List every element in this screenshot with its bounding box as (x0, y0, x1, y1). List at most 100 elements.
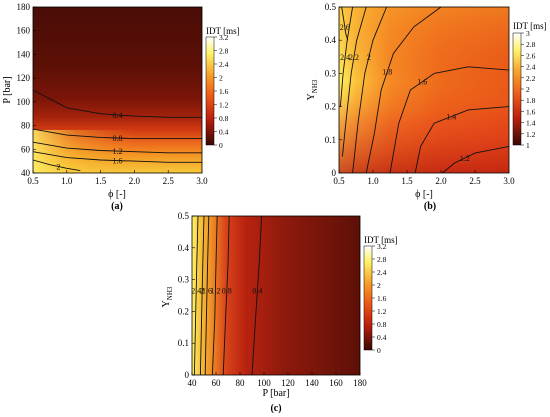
panel-label-c: (c) (270, 403, 281, 414)
panel-label-a: (a) (111, 201, 123, 212)
cbar-tick-label-a-0: 3.2 (219, 33, 229, 42)
contour-line-a-3 (32, 151, 202, 163)
xtick-label-c-6: 160 (329, 378, 343, 388)
xtick-label-c-5: 140 (305, 378, 319, 388)
cbar-tick-label-c-4: 1.6 (377, 294, 387, 303)
xtick-label-b-0: 0.5 (333, 176, 345, 186)
contour-line-b-2 (341, 6, 367, 157)
colorbar-title-b: IDT [ms] (513, 21, 547, 31)
contour-label-a-0: 0.4 (113, 111, 123, 120)
xtick-label-c-7: 180 (353, 378, 367, 388)
cbar-tick-label-c-8: 0 (377, 346, 381, 355)
ytick-label-c-2: 0.2 (178, 306, 189, 316)
ylabel-b-main: Y (306, 93, 317, 100)
contour-label-a-4: 2 (56, 162, 60, 171)
xlabel-b: ϕ [-] (415, 189, 433, 200)
cbar-tick-label-b-0: 3 (526, 29, 530, 38)
contour-line-a-4 (32, 159, 81, 172)
plot-area-c (192, 216, 360, 375)
cbar-tick-label-b-9: 1.2 (526, 130, 536, 139)
ytick-label-a-4: 120 (17, 73, 31, 83)
contour-label-c-1: 2 (200, 287, 204, 296)
cbar-tick-label-b-7: 1.6 (526, 107, 536, 116)
contour-line-b-7 (442, 145, 510, 174)
contour-label-b-3: 2 (367, 53, 371, 62)
ytick-label-b-4: 0.4 (325, 35, 337, 45)
ytick-label-c-0: 0 (185, 370, 190, 380)
xticks-a: 0.5 1.0 1.5 2.0 2.5 3.0 (27, 170, 208, 186)
panel-b: 2.62.42.2 21.81.61.41.2 0.5 1.0 1.5 2.0 2.5 3.… (306, 2, 547, 212)
contour-line-b-6 (414, 106, 510, 174)
xtick-label-b-4: 2.5 (469, 176, 481, 186)
ytick-label-b-5: 0.5 (325, 2, 337, 12)
xtick-label-b-3: 2.0 (435, 176, 447, 186)
colorbar-ticks-b: 3 2.8 2.6 2.4 2.2 2 1.8 1.6 1.4 1.2 1 (521, 29, 536, 150)
contour-line-b-0 (341, 6, 349, 41)
contours-a: 0.4 0.8 1.21.6 2 (32, 89, 202, 172)
contour-line-a-0 (32, 89, 202, 118)
contour-line-b-1 (339, 6, 354, 107)
xlabel-a: ϕ [-] (108, 189, 126, 200)
ylabel-a: P [bar] (2, 76, 13, 103)
xtick-label-c-2: 80 (236, 378, 246, 388)
xtick-label-a-2: 1.5 (95, 176, 107, 186)
contour-label-b-7: 1.2 (460, 154, 470, 163)
plot-frame-c (191, 215, 361, 376)
contour-label-c-2: 1.6 (202, 287, 212, 296)
contour-line-c-5 (251, 215, 263, 376)
contour-label-b-1: 2.4 (340, 53, 350, 62)
colorbar-title-a: IDT [ms] (206, 26, 240, 36)
cbar-tick-label-b-2: 2.6 (526, 51, 536, 60)
cbar-tick-label-b-3: 2.4 (526, 63, 536, 72)
contour-label-a-2: 1.2 (113, 147, 123, 156)
ytick-label-a-2: 80 (21, 121, 31, 131)
contour-label-c-0: 2.4 (191, 287, 201, 296)
cbar-tick-label-b-10: 1 (526, 141, 530, 150)
svg-text:YNH3: YNH3 (161, 286, 174, 307)
contour-line-c-0 (193, 215, 199, 376)
contour-label-b-5: 1.6 (417, 78, 427, 87)
svg-text:YNH3: YNH3 (306, 79, 319, 100)
contour-line-c-2 (204, 215, 210, 376)
contours-b: 2.6 2.42.2 2 1.8 1.6 1.4 1.2 (339, 6, 510, 174)
xtick-label-b-1: 1.0 (367, 176, 379, 186)
xtick-label-a-5: 3.0 (196, 176, 208, 186)
xtick-label-c-4: 120 (281, 378, 295, 388)
xtick-label-a-1: 1.0 (61, 176, 73, 186)
colorbar-ticks-c: 3.2 2.8 2.4 2 1.6 1.2 0.8 0.4 0 (372, 242, 387, 355)
cbar-tick-label-c-6: 0.8 (377, 320, 387, 329)
yticks-b: 0 0.1 0.2 0.3 0.4 0.5 (325, 2, 342, 178)
plot-frame-b (338, 6, 510, 174)
cbar-tick-label-c-7: 0.4 (377, 333, 387, 342)
panel-c: 2.4 21.61.2 0.8 0.4 40 60 80 100 120 140 160 180 0… (161, 211, 398, 414)
colorbar-ticks-a: 3.2 2.8 2.4 2 1.6 1.2 0.8 0.4 0 (214, 33, 229, 150)
contour-label-b-4: 1.8 (382, 68, 392, 77)
cbar-tick-label-a-2: 2.4 (219, 60, 229, 69)
contour-line-c-1 (199, 215, 205, 376)
cbar-tick-label-c-3: 2 (377, 281, 381, 290)
ylabel-b-sub: NH3 (311, 79, 319, 93)
xtick-label-b-2: 1.5 (401, 176, 413, 186)
contour-label-b-0: 2.6 (340, 23, 350, 32)
contour-label-c-5: 0.4 (252, 287, 262, 296)
cbar-tick-label-b-5: 2 (526, 85, 530, 94)
ylabel-c: YNH3 (161, 286, 174, 307)
cbar-tick-label-c-0: 3.2 (377, 242, 387, 251)
cbar-tick-label-b-4: 2.2 (526, 74, 536, 83)
cbar-tick-label-c-5: 1.2 (377, 307, 387, 316)
xtick-label-a-3: 2.0 (129, 176, 141, 186)
contour-label-b-2: 2.2 (349, 53, 359, 62)
xticks-c: 40 60 80 100 120 140 160 180 (188, 372, 367, 388)
contour-label-c-3: 1.2 (210, 287, 220, 296)
cbar-tick-label-a-7: 0.4 (219, 128, 229, 137)
cbar-tick-label-a-1: 2.8 (219, 47, 229, 56)
xtick-label-b-5: 3.0 (503, 176, 515, 186)
ytick-label-c-5: 0.5 (178, 211, 190, 221)
contour-line-a-1 (32, 128, 202, 140)
contour-line-b-4 (365, 6, 442, 174)
colorbar-c (363, 245, 373, 351)
ytick-label-a-7: 180 (17, 2, 31, 12)
cbar-tick-label-c-2: 2.4 (377, 268, 387, 277)
ylabel-c-sub: NH3 (166, 286, 174, 300)
